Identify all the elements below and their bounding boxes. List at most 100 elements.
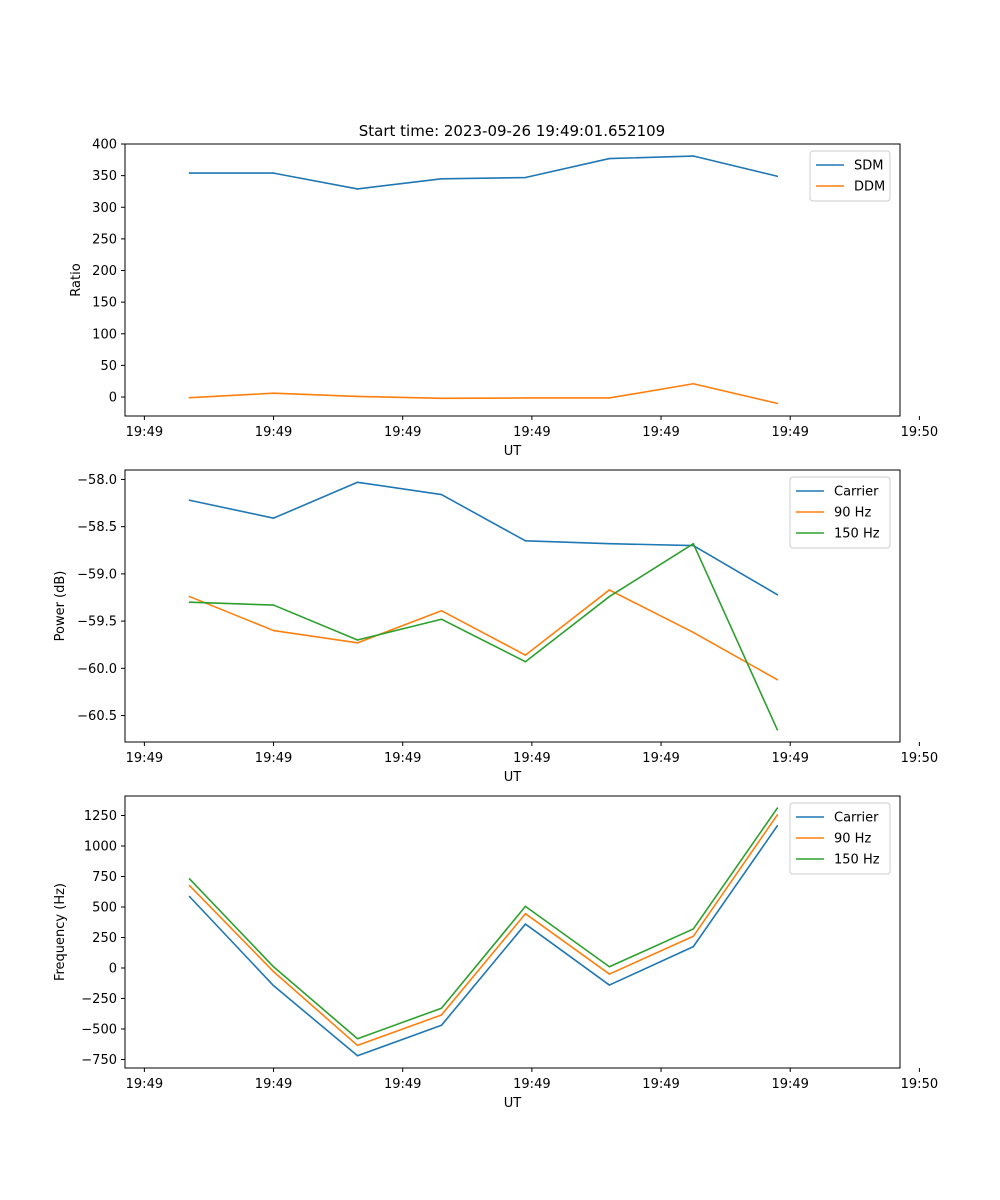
data-point-sdm: [776, 175, 779, 178]
data-point-150-hz: [608, 965, 611, 968]
legend-label: Carrier: [834, 811, 879, 826]
x-tick-label: 19:49: [384, 425, 421, 440]
data-point-90-hz: [608, 589, 611, 591]
data-point-90-hz: [440, 1014, 443, 1016]
data-point-90-hz: [356, 1044, 359, 1047]
figure-title: Start time: 2023-09-26 19:49:01.652109: [359, 122, 665, 140]
data-point-sdm: [440, 177, 443, 180]
data-point-150-hz: [188, 878, 191, 880]
x-tick-label: 19:49: [771, 1077, 808, 1092]
legend-label: 150 Hz: [834, 527, 880, 542]
y-tick-label: −58.5: [77, 520, 117, 535]
data-point-carrier: [440, 493, 443, 496]
data-point-carrier: [524, 923, 527, 925]
x-axis-label: UT: [504, 770, 522, 785]
data-point-carrier: [692, 945, 695, 948]
data-point-90-hz: [356, 642, 359, 644]
data-point-150-hz: [356, 1037, 359, 1040]
x-tick-label: 19:49: [771, 751, 808, 766]
data-point-ddm: [356, 395, 359, 398]
y-tick-label: 1250: [84, 809, 117, 824]
series-line-ddm: [188, 382, 779, 405]
x-axis-label: UT: [504, 444, 522, 459]
data-point-150-hz: [272, 965, 275, 968]
data-point-carrier: [272, 517, 275, 519]
data-point-sdm: [524, 176, 527, 179]
y-tick-label: 300: [92, 201, 117, 216]
axes-frame: [124, 143, 901, 417]
data-point-150-hz: [776, 728, 779, 731]
axes-frame: [124, 795, 901, 1069]
x-tick-label: 19:49: [513, 751, 550, 766]
y-tick-label: 400: [92, 138, 117, 153]
y-tick-label: −59.5: [77, 615, 117, 630]
series-line-150-hz: [188, 542, 779, 731]
x-tick-label: 19:49: [255, 751, 292, 766]
data-point-carrier: [188, 499, 191, 502]
data-point-150-hz: [188, 601, 191, 604]
data-point-150-hz: [524, 905, 527, 908]
data-point-ddm: [188, 396, 191, 399]
x-tick-label: 19:49: [642, 1077, 679, 1092]
data-point-carrier: [776, 825, 779, 827]
y-tick-label: 250: [92, 931, 117, 946]
data-point-carrier: [356, 481, 359, 484]
series-line-90-hz: [188, 589, 779, 681]
y-tick-label: −58.0: [77, 473, 117, 488]
y-tick-label: −750: [81, 1053, 117, 1068]
series-line-carrier: [188, 825, 779, 1057]
data-point-carrier: [356, 1055, 359, 1057]
data-point-90-hz: [692, 935, 695, 938]
x-tick-label: 19:49: [642, 425, 679, 440]
data-point-ddm: [440, 397, 443, 400]
data-point-carrier: [440, 1024, 443, 1027]
data-point-150-hz: [692, 928, 695, 930]
legend-box: [789, 476, 891, 549]
data-point-ddm: [692, 382, 695, 385]
data-point-150-hz: [440, 1007, 443, 1010]
series-line-90-hz: [188, 814, 779, 1047]
data-point-sdm: [272, 172, 275, 174]
axes-frame: [124, 469, 901, 743]
data-point-carrier: [776, 593, 779, 596]
data-point-150-hz: [776, 807, 779, 809]
power-panel: −60.5 −60.0 −59.5 −59.0 −58.5 −58.0 19:49 19:49…: [53, 469, 938, 785]
y-tick-label: 150: [92, 296, 117, 311]
x-tick-label: 19:49: [771, 425, 808, 440]
data-point-carrier: [524, 540, 527, 542]
y-tick-label: −250: [81, 992, 117, 1007]
data-point-150-hz: [272, 604, 275, 606]
y-tick-label: 1000: [84, 840, 117, 855]
data-point-150-hz: [524, 660, 527, 663]
data-point-ddm: [524, 397, 527, 399]
data-point-90-hz: [692, 631, 695, 634]
y-tick-label: 100: [92, 327, 117, 342]
y-tick-label: −60.0: [77, 662, 117, 677]
data-point-ddm: [776, 402, 779, 405]
data-point-150-hz: [356, 639, 359, 641]
x-tick-label: 19:49: [255, 1077, 292, 1092]
legend-box: [789, 802, 891, 875]
data-point-90-hz: [188, 884, 191, 887]
data-point-ddm: [608, 397, 611, 399]
data-point-sdm: [188, 172, 191, 174]
y-tick-label: 50: [100, 359, 117, 374]
y-tick-label: 250: [92, 232, 117, 247]
x-tick-label: 19:50: [901, 751, 938, 766]
x-tick-label: 19:50: [901, 1077, 938, 1092]
data-point-carrier: [188, 895, 191, 898]
data-point-carrier: [608, 984, 611, 986]
data-point-90-hz: [188, 595, 191, 598]
y-tick-label: −500: [81, 1022, 117, 1037]
y-axis-label: Frequency (Hz): [53, 883, 68, 981]
data-point-ddm: [272, 392, 275, 395]
legend-label: Carrier: [834, 485, 879, 500]
x-tick-label: 19:49: [642, 751, 679, 766]
data-point-sdm: [356, 188, 359, 190]
x-tick-label: 19:49: [513, 425, 550, 440]
legend-label: 90 Hz: [834, 506, 871, 521]
x-tick-label: 19:49: [126, 1077, 163, 1092]
x-tick-label: 19:49: [384, 751, 421, 766]
series-line-150-hz: [188, 807, 779, 1040]
y-tick-label: 750: [92, 870, 117, 885]
